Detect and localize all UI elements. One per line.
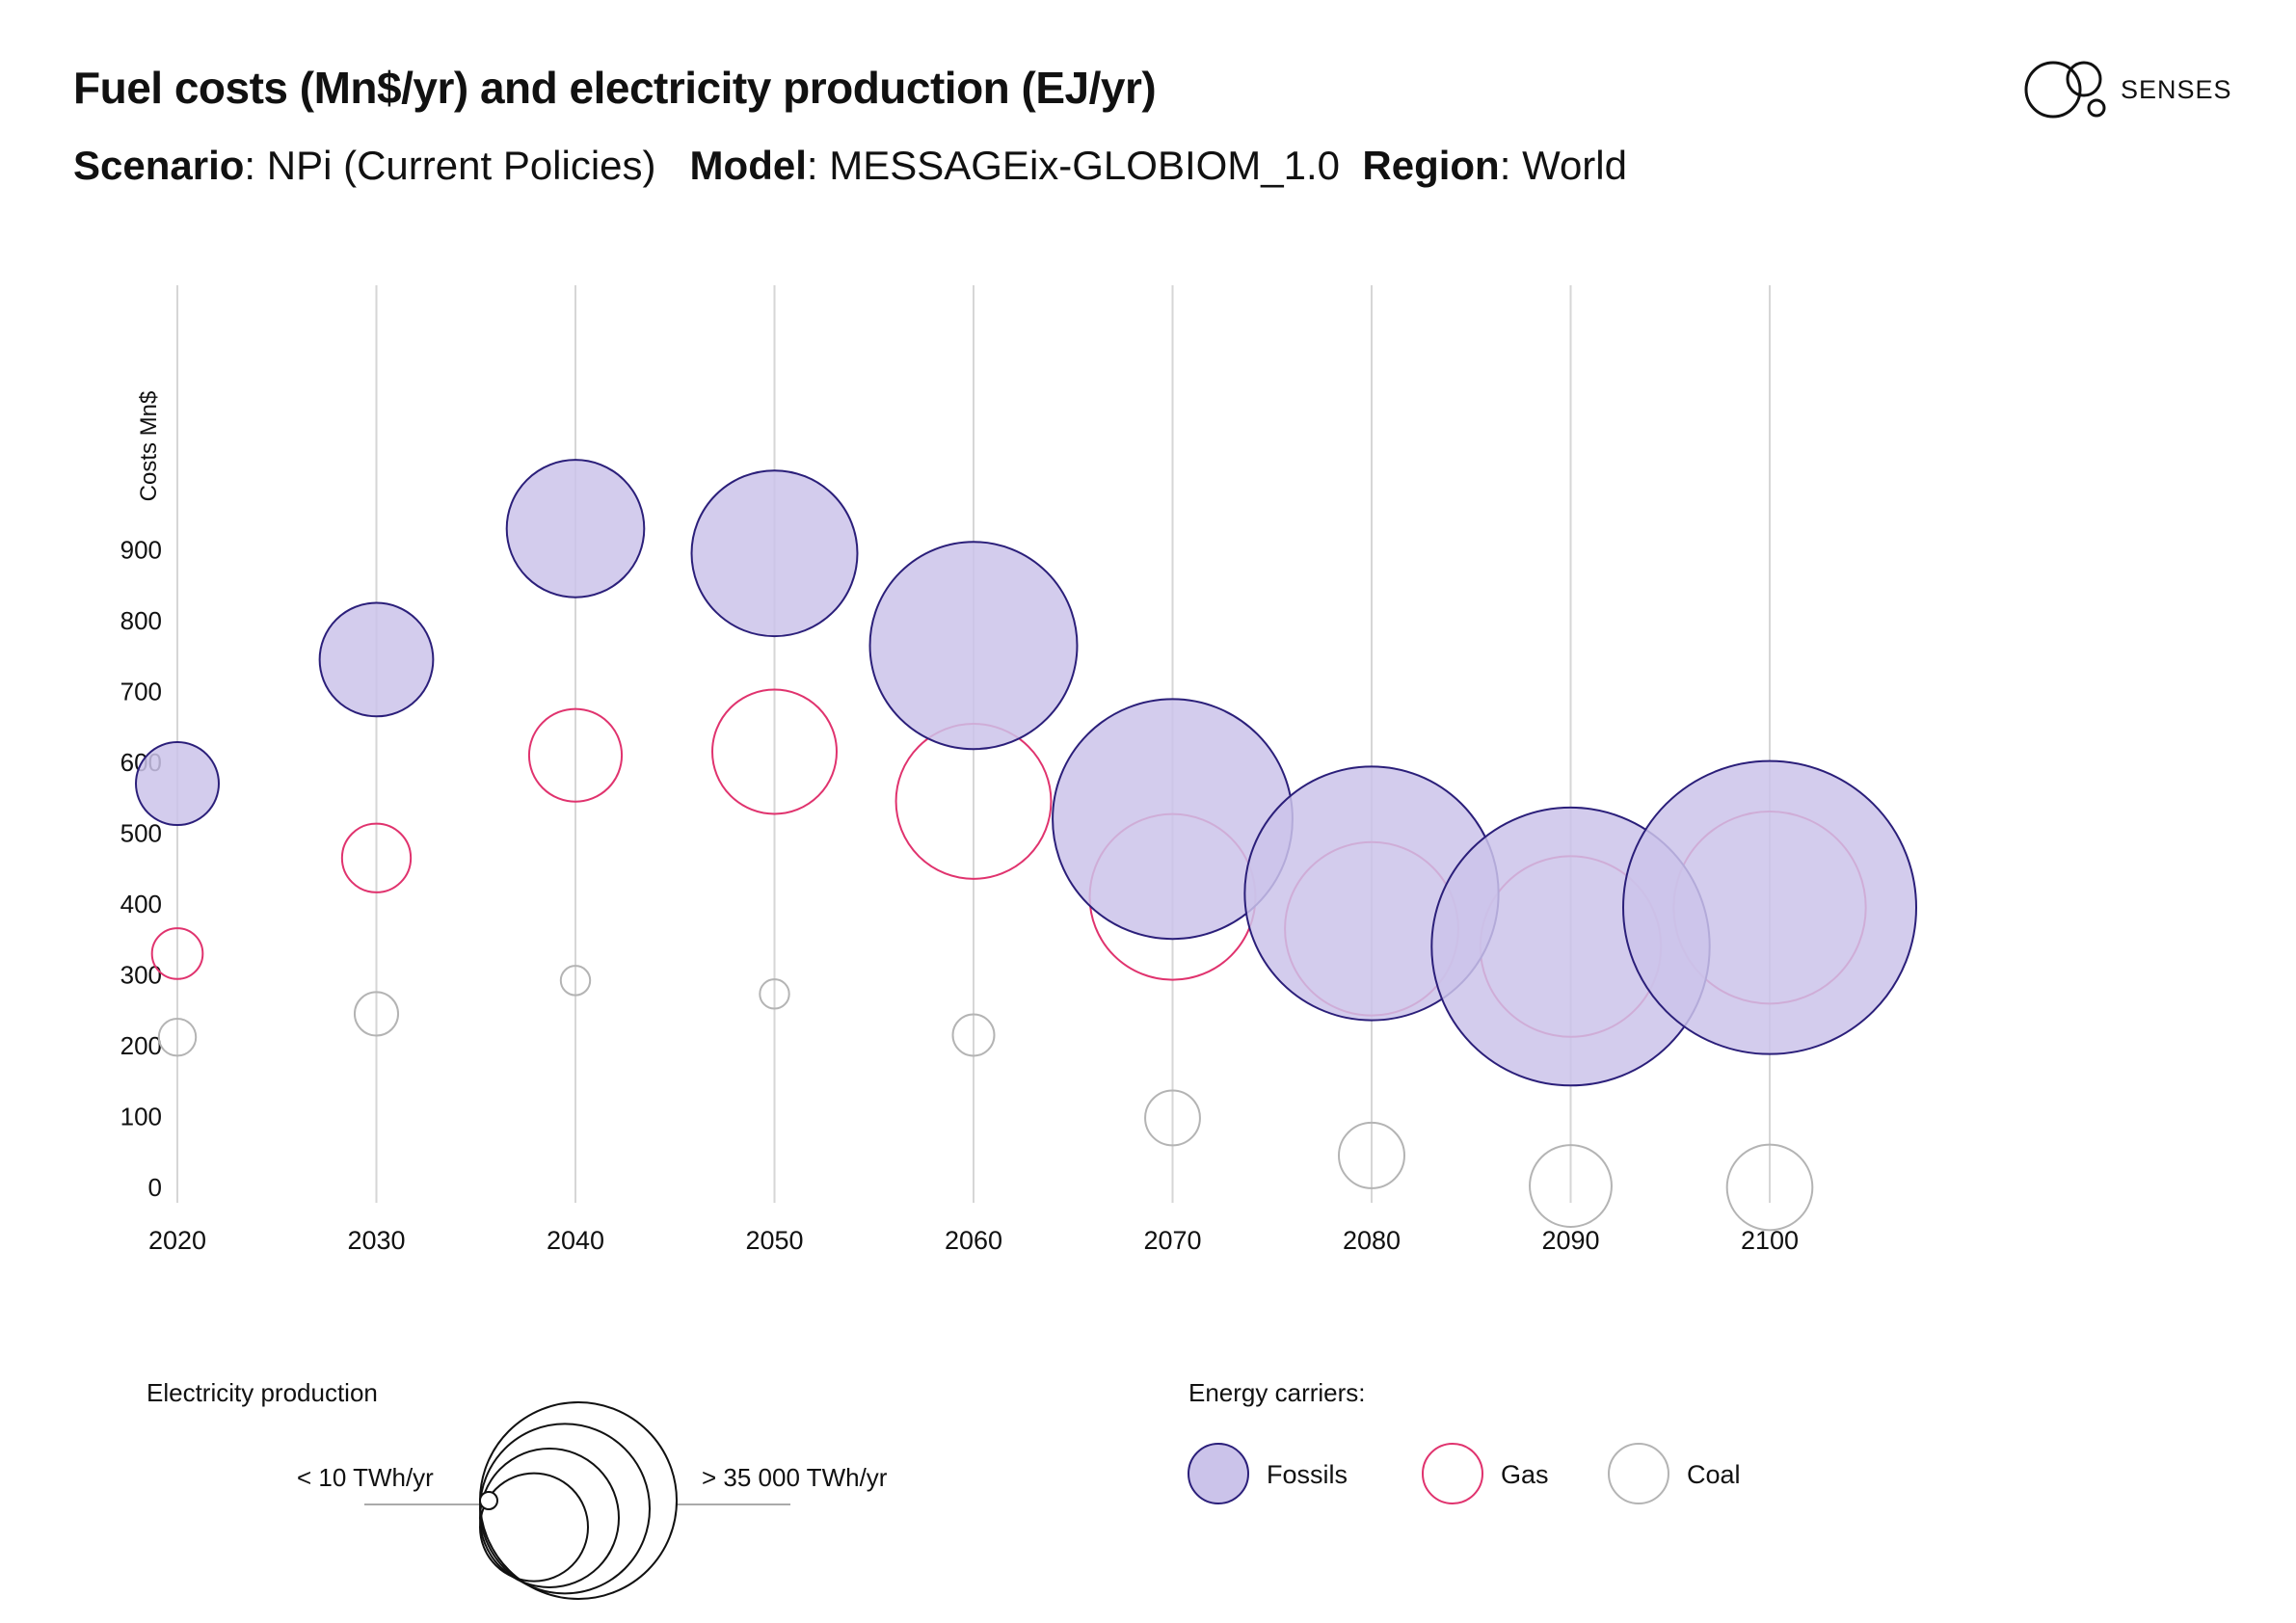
y-tick-label: 0 xyxy=(148,1173,162,1202)
y-tick-label: 800 xyxy=(120,606,162,635)
region-key: Region xyxy=(1362,143,1500,188)
legend-swatch-coal xyxy=(1608,1443,1669,1504)
bubble-fossils xyxy=(135,741,220,827)
senses-circles-icon xyxy=(2024,61,2106,119)
bubble-coal xyxy=(951,1013,996,1057)
bubble-coal xyxy=(1144,1089,1201,1147)
bubble-fossils xyxy=(690,469,859,638)
y-axis-label: Costs Mn$ xyxy=(136,391,162,502)
carrier-legend-title: Energy carriers: xyxy=(1188,1378,1366,1407)
size-legend-circle xyxy=(479,1401,678,1600)
chart-title: Fuel costs (Mn$/yr) and electricity prod… xyxy=(73,63,1157,113)
x-tick-label: 2030 xyxy=(347,1226,405,1255)
bubble-coal xyxy=(1338,1121,1405,1189)
bubble-gas xyxy=(340,822,413,893)
bubble-coal xyxy=(559,965,592,997)
logo-text: SENSES xyxy=(2121,75,2232,104)
size-legend-max: > 35 000 TWh/yr xyxy=(702,1463,888,1492)
y-tick-label: 300 xyxy=(120,961,162,990)
bubble-coal xyxy=(1725,1143,1814,1232)
size-legend-title: Electricity production xyxy=(147,1378,378,1407)
bubble-coal xyxy=(759,978,790,1010)
bubble-fossils xyxy=(318,601,435,718)
model-key: Model xyxy=(689,143,807,188)
bubble-gas xyxy=(150,927,204,980)
x-tick-label: 2040 xyxy=(547,1226,604,1255)
bubble-fossils xyxy=(1622,759,1917,1055)
model-value: MESSAGEix-GLOBIOM_1.0 xyxy=(829,143,1341,188)
chart-subtitle: Scenario: NPi (Current Policies) Model: … xyxy=(73,143,1627,188)
bubble-fossils xyxy=(868,541,1079,751)
y-tick-label: 500 xyxy=(120,819,162,848)
x-tick-label: 2070 xyxy=(1143,1226,1201,1255)
region-value: World xyxy=(1522,143,1627,188)
size-legend-min: < 10 TWh/yr xyxy=(297,1463,434,1492)
x-tick-label: 2080 xyxy=(1343,1226,1401,1255)
scenario-value: NPi (Current Policies) xyxy=(266,143,656,188)
size-legend-circle-min xyxy=(479,1491,498,1510)
scenario-key: Scenario xyxy=(73,143,245,188)
bubble-gas xyxy=(527,707,624,803)
legend-item-fossils: Fossils xyxy=(1188,1443,1348,1504)
legend-item-coal: Coal xyxy=(1608,1443,1741,1504)
y-tick-label: 700 xyxy=(120,678,162,706)
legend-label-fossils: Fossils xyxy=(1267,1460,1348,1489)
y-tick-label: 200 xyxy=(120,1031,162,1060)
bubble-fossils xyxy=(505,459,646,599)
bubble-coal xyxy=(353,991,400,1037)
legend-item-gas: Gas xyxy=(1422,1443,1549,1504)
bubble-coal xyxy=(1529,1144,1613,1228)
x-tick-label: 2020 xyxy=(148,1226,206,1255)
y-tick-label: 400 xyxy=(120,890,162,918)
bubble-gas xyxy=(711,688,838,815)
bubble-coal xyxy=(157,1017,198,1057)
legend-swatch-fossils xyxy=(1188,1443,1249,1504)
y-tick-label: 100 xyxy=(120,1103,162,1131)
legend-label-gas: Gas xyxy=(1501,1460,1549,1489)
size-legend-circle xyxy=(479,1472,589,1583)
x-tick-label: 2050 xyxy=(745,1226,803,1255)
x-tick-label: 2090 xyxy=(1541,1226,1599,1255)
senses-logo: SENSES xyxy=(2024,58,2246,125)
legend-swatch-gas xyxy=(1422,1443,1483,1504)
legend-label-coal: Coal xyxy=(1687,1460,1741,1489)
x-tick-label: 2060 xyxy=(945,1226,1002,1255)
y-tick-label: 900 xyxy=(120,536,162,565)
